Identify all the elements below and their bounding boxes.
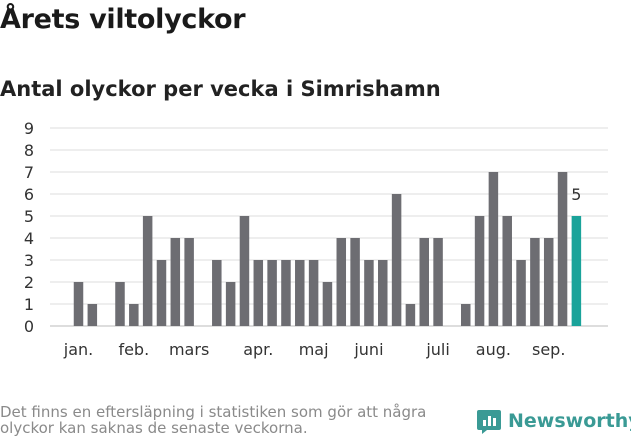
bar [142,216,153,326]
bar [405,304,416,326]
x-tick-label: jan. [63,340,93,359]
x-tick-label: apr. [243,340,273,359]
y-tick-label: 3 [24,251,34,270]
newsworthy-logo-text: Newsworthy [508,410,631,432]
chart-title: Årets viltolyckor [0,4,246,35]
bar [267,260,277,326]
data-label: 5 [571,185,581,204]
bar [129,304,139,326]
bar [170,238,181,326]
y-tick-label: 2 [24,273,34,292]
bar [156,260,167,326]
bar [322,282,333,326]
bar [253,260,264,326]
bar [350,238,360,326]
bar [239,216,250,326]
bar [433,238,443,326]
bar [87,304,98,326]
bar [73,282,84,326]
y-tick-label: 0 [24,317,34,336]
bar [543,238,554,326]
footnote: Det finns en eftersläpning i statistiken… [0,403,427,437]
x-tick-label: aug. [476,340,511,359]
y-tick-label: 6 [24,185,34,204]
y-axis-tick-labels: 0 1 2 3 4 5 6 7 8 9 [24,119,34,336]
bar [281,260,291,326]
chart-subtitle: Antal olyckor per vecka i Simrishamn [0,77,441,101]
y-tick-label: 1 [24,295,34,314]
bar [308,260,319,326]
data-labels: 5 [571,185,581,204]
bar [530,238,540,326]
y-tick-label: 5 [24,207,34,226]
bar [460,304,471,326]
bar [502,216,512,326]
x-tick-label: maj [299,340,329,359]
y-tick-label: 4 [24,229,34,248]
bars [73,172,582,326]
x-tick-label: sep. [532,340,565,359]
y-tick-label: 7 [24,163,34,182]
y-tick-label: 8 [24,141,34,160]
bar [419,238,429,326]
bar-chart: 0 1 2 3 4 5 6 7 8 9 jan. feb. mars apr. maj juni juli au… [24,119,608,359]
bar [115,282,125,326]
bar [378,260,388,326]
bar [474,216,485,326]
x-tick-label: juni [353,340,383,359]
bar-highlighted [571,216,582,326]
x-axis-tick-labels: jan. feb. mars apr. maj juni juli aug. sep. [63,340,566,359]
bar [336,238,347,326]
bar [391,194,402,326]
x-tick-label: feb. [118,340,149,359]
bar [225,282,236,326]
y-tick-label: 9 [24,119,34,138]
bar [184,238,194,326]
newsworthy-logo-icon [477,410,501,434]
bar [516,260,526,326]
bar [212,260,222,326]
x-tick-label: mars [169,340,209,359]
bar [488,172,499,326]
bar [364,260,374,326]
bar [295,260,305,326]
newsworthy-logo[interactable]: Newsworthy [476,408,631,434]
bar [557,172,568,326]
x-tick-label: juli [425,340,449,359]
